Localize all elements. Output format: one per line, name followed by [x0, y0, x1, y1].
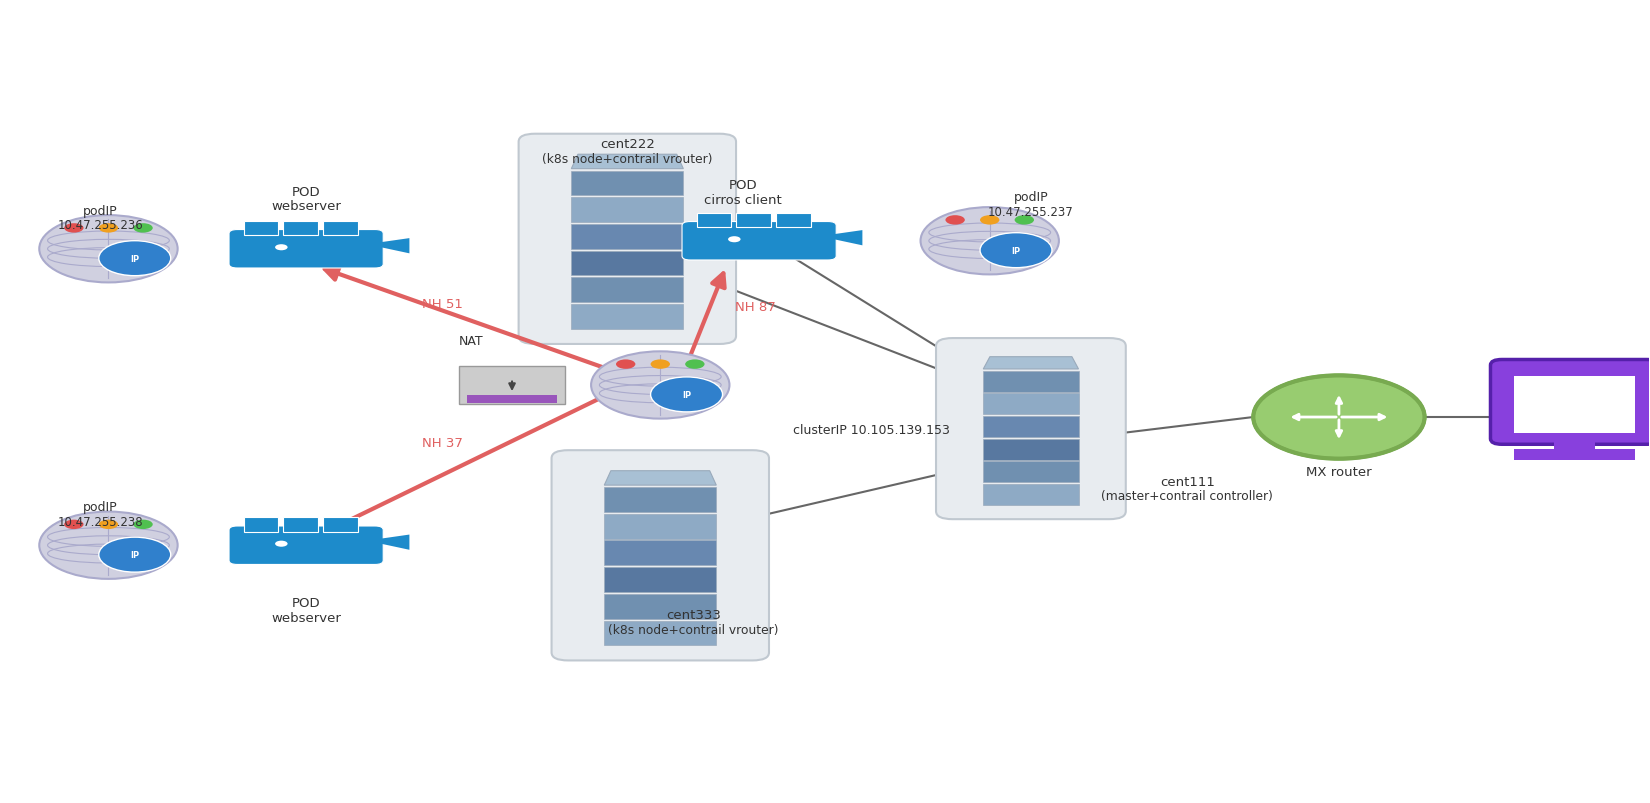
Bar [604, 487, 716, 512]
Bar [604, 514, 716, 539]
Text: IP: IP [1011, 247, 1021, 255]
Circle shape [1015, 216, 1035, 226]
Text: POD: POD [728, 179, 757, 192]
Circle shape [980, 234, 1053, 268]
Bar [983, 484, 1079, 506]
FancyBboxPatch shape [284, 222, 318, 236]
Bar [571, 171, 683, 196]
Text: cirros client: cirros client [705, 194, 782, 206]
Text: cent333: cent333 [667, 609, 721, 622]
Text: cent111: cent111 [1160, 475, 1214, 488]
Circle shape [99, 520, 119, 529]
Polygon shape [820, 230, 863, 246]
Bar [1513, 377, 1635, 434]
Text: NH 51: NH 51 [422, 297, 464, 311]
Text: (master+contrail controller): (master+contrail controller) [1102, 490, 1274, 503]
Bar [983, 371, 1079, 392]
Bar [1513, 450, 1635, 461]
Circle shape [40, 512, 178, 579]
Bar [604, 621, 716, 646]
Text: 10.47.255.237: 10.47.255.237 [988, 206, 1074, 218]
Text: 10.47.255.238: 10.47.255.238 [58, 515, 144, 528]
Circle shape [99, 537, 170, 573]
Circle shape [134, 224, 153, 234]
Bar [1554, 438, 1596, 450]
Bar [604, 540, 716, 565]
Circle shape [685, 360, 705, 369]
Circle shape [650, 377, 723, 413]
Circle shape [650, 360, 670, 369]
Circle shape [99, 242, 170, 276]
Bar [571, 304, 683, 329]
Text: IP: IP [130, 255, 139, 263]
Text: webserver: webserver [271, 611, 342, 624]
FancyBboxPatch shape [229, 526, 383, 565]
FancyBboxPatch shape [776, 214, 810, 228]
Text: POD: POD [292, 185, 320, 198]
Circle shape [64, 520, 84, 529]
Text: NH 37: NH 37 [422, 437, 464, 450]
Circle shape [276, 541, 287, 547]
Circle shape [134, 520, 153, 529]
FancyBboxPatch shape [1490, 360, 1650, 445]
Circle shape [1254, 376, 1424, 459]
Text: podIP: podIP [1013, 191, 1048, 204]
Text: NAT: NAT [459, 335, 483, 348]
Text: podIP: podIP [82, 205, 117, 218]
Circle shape [40, 216, 178, 283]
Polygon shape [366, 535, 409, 550]
Text: 10.47.255.236: 10.47.255.236 [58, 219, 144, 232]
Text: (k8s node+contrail vrouter): (k8s node+contrail vrouter) [607, 623, 779, 636]
Bar [983, 417, 1079, 438]
Bar [459, 366, 564, 405]
Text: NH 87: NH 87 [736, 300, 775, 313]
Text: cent222: cent222 [601, 137, 655, 150]
FancyBboxPatch shape [518, 135, 736, 344]
FancyBboxPatch shape [244, 222, 279, 236]
Circle shape [591, 352, 729, 419]
FancyBboxPatch shape [323, 222, 358, 236]
Text: POD: POD [292, 597, 320, 609]
Text: MX router: MX router [1307, 466, 1371, 479]
Circle shape [728, 237, 741, 243]
Circle shape [615, 360, 635, 369]
FancyBboxPatch shape [551, 450, 769, 661]
Bar [571, 225, 683, 250]
FancyBboxPatch shape [936, 339, 1125, 520]
Text: clusterIP 10.105.139.153: clusterIP 10.105.139.153 [792, 423, 949, 436]
Bar [467, 396, 556, 404]
Text: webserver: webserver [271, 200, 342, 213]
Bar [571, 198, 683, 222]
Bar [983, 462, 1079, 483]
Text: (k8s node+contrail vrouter): (k8s node+contrail vrouter) [543, 153, 713, 165]
Circle shape [99, 224, 119, 234]
Bar [983, 393, 1079, 415]
FancyBboxPatch shape [696, 214, 731, 228]
FancyBboxPatch shape [244, 518, 279, 532]
Circle shape [64, 224, 84, 234]
Bar [571, 251, 683, 276]
Text: IP: IP [681, 390, 691, 399]
Bar [983, 439, 1079, 460]
Polygon shape [571, 155, 683, 169]
FancyBboxPatch shape [323, 518, 358, 532]
FancyBboxPatch shape [229, 230, 383, 269]
Text: podIP: podIP [82, 500, 117, 514]
Circle shape [921, 208, 1059, 275]
FancyBboxPatch shape [284, 518, 318, 532]
Circle shape [980, 216, 1000, 226]
Polygon shape [366, 238, 409, 254]
Bar [571, 278, 683, 303]
FancyBboxPatch shape [681, 222, 837, 261]
Polygon shape [983, 357, 1079, 369]
Circle shape [945, 216, 965, 226]
Bar [604, 568, 716, 593]
Polygon shape [604, 471, 716, 486]
Circle shape [276, 245, 287, 251]
FancyBboxPatch shape [736, 214, 771, 228]
Text: IP: IP [130, 551, 139, 560]
Bar [604, 594, 716, 619]
